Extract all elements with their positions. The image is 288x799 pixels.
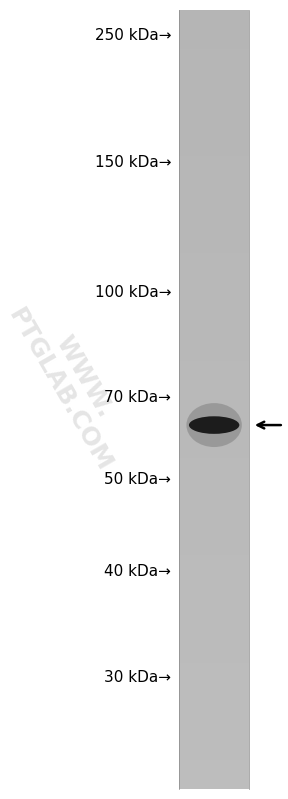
Bar — [179, 536, 249, 546]
Bar — [179, 497, 249, 507]
Bar — [179, 516, 249, 527]
Bar — [179, 634, 249, 643]
Bar — [179, 165, 249, 175]
Bar — [179, 117, 249, 126]
Bar — [179, 126, 249, 137]
Bar — [179, 721, 249, 731]
Bar — [179, 272, 249, 283]
Ellipse shape — [186, 403, 242, 447]
Bar — [179, 400, 249, 409]
Bar — [179, 527, 249, 536]
Bar — [179, 448, 249, 458]
Text: 30 kDa→: 30 kDa→ — [104, 670, 171, 685]
Bar — [179, 594, 249, 604]
Bar — [179, 750, 249, 760]
Bar — [179, 585, 249, 594]
Bar — [179, 234, 249, 244]
Bar — [179, 49, 249, 58]
Bar — [179, 662, 249, 673]
Bar — [179, 409, 249, 419]
Bar — [179, 624, 249, 634]
Bar — [179, 711, 249, 721]
Bar — [179, 741, 249, 750]
Bar — [179, 478, 249, 487]
Bar — [179, 555, 249, 565]
Bar — [179, 244, 249, 253]
Bar — [179, 292, 249, 302]
Bar — [179, 175, 249, 185]
Bar — [179, 439, 249, 448]
Bar — [179, 546, 249, 555]
Text: 40 kDa→: 40 kDa→ — [105, 564, 171, 578]
Text: 70 kDa→: 70 kDa→ — [105, 391, 171, 405]
Bar — [179, 380, 249, 390]
Bar — [179, 692, 249, 702]
Bar — [179, 731, 249, 741]
Bar — [179, 332, 249, 341]
Bar — [179, 263, 249, 272]
Bar — [179, 253, 249, 263]
Text: 150 kDa→: 150 kDa→ — [95, 156, 171, 170]
Bar — [179, 214, 249, 224]
Bar — [179, 604, 249, 614]
Text: 50 kDa→: 50 kDa→ — [105, 472, 171, 487]
Bar — [179, 702, 249, 711]
Bar — [179, 419, 249, 429]
Bar — [179, 360, 249, 370]
Bar — [179, 224, 249, 234]
Bar — [179, 458, 249, 467]
Bar — [179, 653, 249, 662]
Text: 250 kDa→: 250 kDa→ — [95, 28, 171, 42]
Text: 100 kDa→: 100 kDa→ — [95, 285, 171, 300]
Bar — [179, 770, 249, 780]
Bar — [179, 195, 249, 205]
Bar — [179, 673, 249, 682]
Bar — [179, 156, 249, 165]
Bar — [179, 682, 249, 692]
Bar — [179, 321, 249, 332]
Bar — [179, 29, 249, 39]
Bar — [179, 283, 249, 292]
Bar — [179, 97, 249, 107]
Ellipse shape — [189, 416, 239, 434]
Bar — [179, 107, 249, 117]
Bar — [179, 185, 249, 195]
Bar — [179, 205, 249, 214]
Bar — [179, 68, 249, 78]
Bar — [179, 341, 249, 351]
Bar — [179, 78, 249, 88]
Bar — [179, 643, 249, 653]
Bar — [179, 39, 249, 49]
Bar — [179, 390, 249, 400]
Bar — [179, 312, 249, 321]
Bar — [179, 58, 249, 68]
Bar — [179, 10, 249, 19]
Bar — [179, 370, 249, 380]
Bar — [179, 88, 249, 97]
Bar — [179, 565, 249, 575]
Bar — [179, 760, 249, 770]
Bar — [179, 487, 249, 497]
Text: WWW.
PTGLAB.COM: WWW. PTGLAB.COM — [4, 291, 140, 476]
Bar — [179, 19, 249, 29]
Bar — [179, 467, 249, 478]
Bar — [179, 137, 249, 146]
Bar — [179, 351, 249, 360]
Bar — [179, 507, 249, 516]
Bar — [179, 780, 249, 789]
Bar — [179, 429, 249, 439]
Bar — [179, 302, 249, 312]
Bar — [179, 146, 249, 156]
Bar — [179, 614, 249, 624]
Bar — [179, 575, 249, 585]
